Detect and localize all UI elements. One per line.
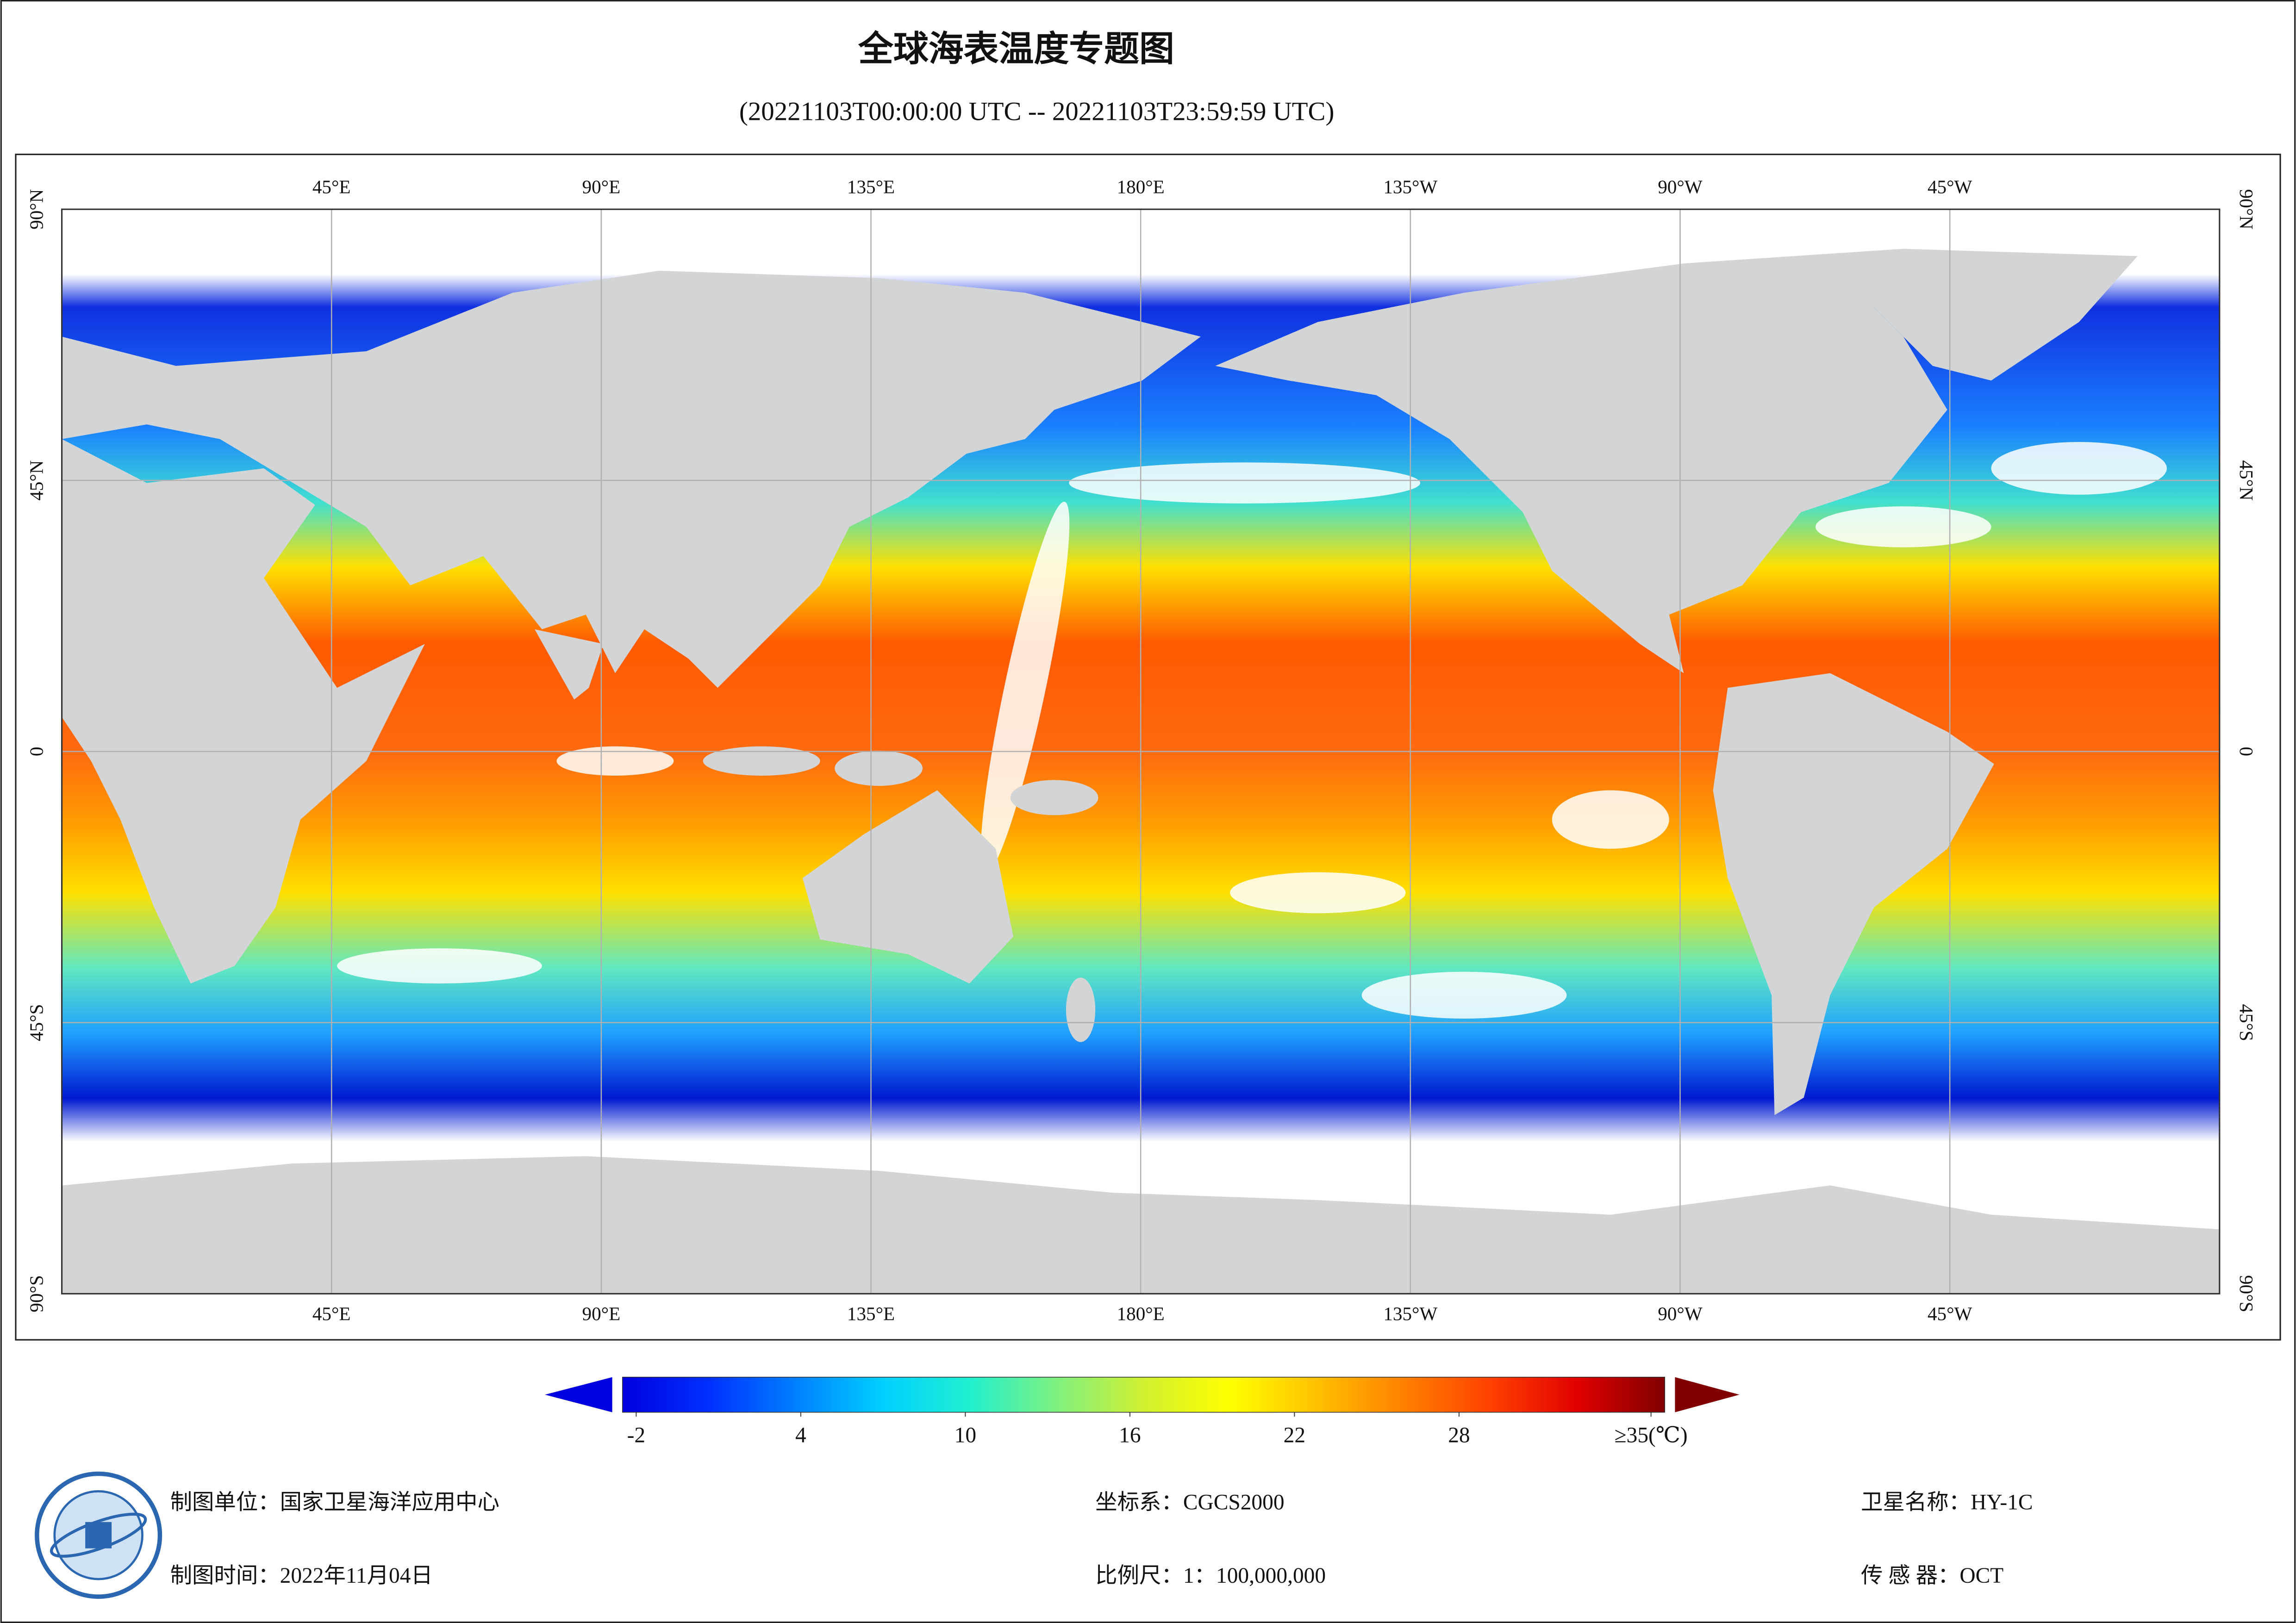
colorbar-tick-label: 16 <box>1119 1423 1141 1447</box>
lon-label-top: 135°W <box>1383 176 1437 197</box>
title: 全球海表温度专题图 <box>858 29 1174 69</box>
colorbar-tick-label: 4 <box>795 1423 806 1447</box>
lat-label-left: 0 <box>25 747 47 757</box>
subtitle: (20221103T00:00:00 UTC -- 20221103T23:59… <box>739 97 1335 126</box>
colorbar-tick-label: 10 <box>955 1423 976 1447</box>
colorbar-tick-label: ≥35(℃) <box>1615 1423 1688 1447</box>
lon-label-top: 135°E <box>847 176 895 197</box>
lon-label-bottom: 135°E <box>847 1303 895 1324</box>
lon-label-bottom: 135°W <box>1383 1303 1437 1324</box>
lon-label-top: 90°E <box>582 176 621 197</box>
crs: 坐标系：CGCS2000 <box>1095 1491 1284 1515</box>
lon-label-top: 45°E <box>312 176 351 197</box>
lat-label-right: 45°N <box>2236 460 2257 500</box>
lat-label-left: 45°N <box>25 460 47 500</box>
producer: 制图单位：国家卫星海洋应用中心 <box>170 1491 499 1515</box>
lat-label-left: 90°S <box>25 1275 47 1312</box>
lon-label-top: 90°W <box>1658 176 1703 197</box>
map <box>61 208 2221 1295</box>
satellite: 卫星名称：HY-1C <box>1861 1491 2033 1515</box>
lon-label-bottom: 90°W <box>1658 1303 1703 1324</box>
lat-label-left: 45°S <box>25 1004 47 1041</box>
lat-label-right: 90°N <box>2236 189 2257 230</box>
lat-label-left: 90°N <box>25 189 47 230</box>
lon-label-bottom: 45°W <box>1928 1303 1972 1324</box>
lat-label-right: 90°S <box>2236 1275 2257 1312</box>
colorbar-tick-label: 22 <box>1284 1423 1305 1447</box>
colorbar <box>622 1376 1666 1413</box>
lon-label-top: 45°W <box>1928 176 1972 197</box>
colorbar-tick-label: -2 <box>627 1423 646 1447</box>
logo <box>35 1471 162 1599</box>
colorbar-ticks: -2 4 10 16 22 28 ≥35(℃) <box>627 1412 1688 1447</box>
colorbar-tick-label: 28 <box>1448 1423 1470 1447</box>
map-border <box>61 208 2221 1295</box>
colorbar-under-arrow <box>545 1377 612 1412</box>
lat-label-right: 0 <box>2236 747 2257 757</box>
lat-label-right: 45°S <box>2236 1004 2257 1041</box>
lon-label-bottom: 180°E <box>1117 1303 1165 1324</box>
cloud-gaps <box>337 442 2167 1019</box>
lon-label-bottom: 45°E <box>312 1303 351 1324</box>
lon-label-top: 180°E <box>1117 176 1165 197</box>
colorbar-over-arrow <box>1675 1377 1740 1412</box>
sensor: 传 感 器：OCT <box>1861 1564 2003 1588</box>
map-date: 制图时间：2022年11月04日 <box>170 1564 433 1588</box>
scale: 比例尺：1：100,000,000 <box>1095 1564 1326 1588</box>
lon-label-bottom: 90°E <box>582 1303 621 1324</box>
map-frame <box>15 154 2281 1341</box>
